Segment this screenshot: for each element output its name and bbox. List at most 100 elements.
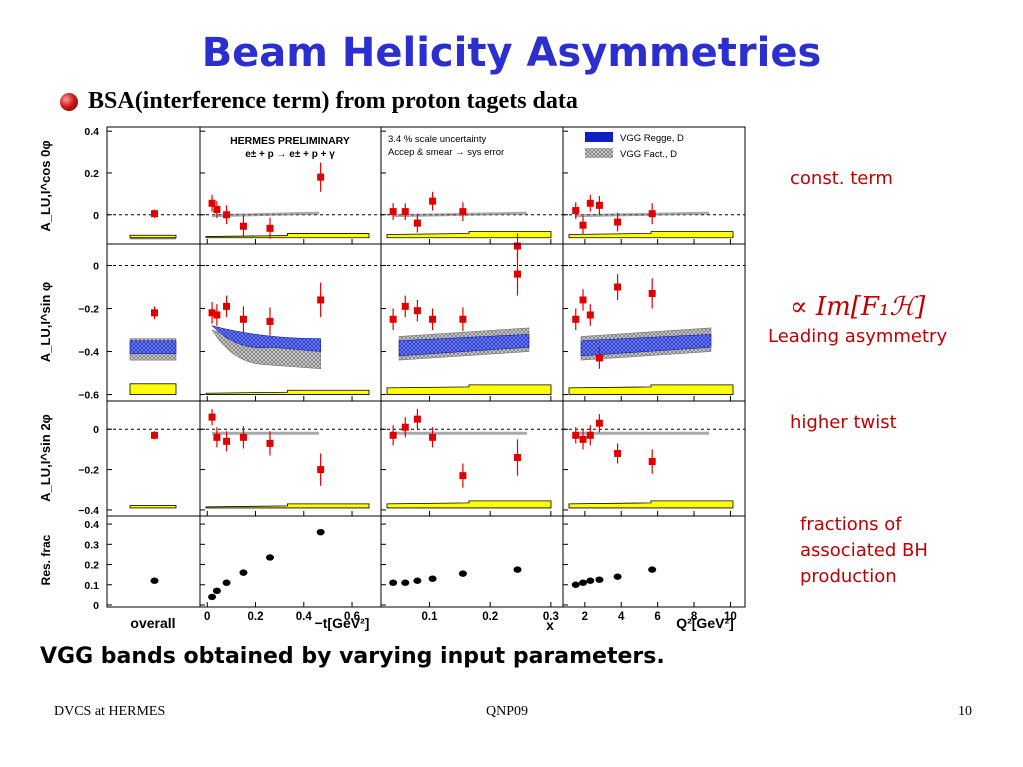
data-point <box>458 570 467 577</box>
x-axis-label-q2: Q²[GeV²] <box>676 615 734 631</box>
legend-label-regge: VGG Regge, D <box>620 133 684 144</box>
data-point <box>613 573 622 580</box>
sys-error-band <box>568 384 734 395</box>
data-point <box>213 206 221 214</box>
annotation-fractions-line-3: production <box>800 566 897 587</box>
data-point <box>614 283 622 291</box>
data-point <box>429 315 437 323</box>
vgg-model-curve <box>574 211 710 218</box>
y-tick-label: 0.4 <box>84 126 99 138</box>
data-point <box>459 315 467 323</box>
panel-frame <box>106 243 201 402</box>
annotation-fractions-line-1: fractions of <box>800 514 902 535</box>
data-point <box>223 437 231 445</box>
x-tick-label: 4 <box>618 611 625 623</box>
data-point <box>208 199 216 207</box>
panel-text-preliminary: HERMES PRELIMINARY <box>230 135 350 147</box>
y-tick-label: −0.6 <box>78 390 99 402</box>
bottom-note: VGG bands obtained by varying input para… <box>40 644 665 669</box>
data-point <box>265 554 274 561</box>
y-tick-label: −0.2 <box>78 304 99 316</box>
data-point <box>648 458 656 466</box>
data-point <box>223 211 231 219</box>
data-point <box>459 208 467 216</box>
data-point <box>223 302 231 310</box>
y-tick-label: 0 <box>93 424 99 436</box>
data-point <box>579 296 587 304</box>
y-tick-label: 0.1 <box>84 580 99 592</box>
panel-frame <box>380 243 564 402</box>
panel-frame <box>380 515 564 608</box>
annotation-leading-asymmetry: Leading asymmetry <box>768 326 948 347</box>
x-tick-label: 0.3 <box>543 611 559 623</box>
row-label: Res. frac <box>39 534 53 585</box>
data-point <box>401 579 410 586</box>
data-point <box>579 435 587 443</box>
data-point <box>514 453 521 461</box>
panel-text-scale-uncertainty: 3.4 % scale uncertainty <box>388 134 486 145</box>
panel-frame <box>562 515 746 608</box>
data-point <box>266 439 274 447</box>
y-tick-label: 0.2 <box>84 168 99 180</box>
data-point <box>514 270 521 278</box>
x-tick-label: 0 <box>204 611 210 623</box>
x-axis-label-t: −t[GeV²] <box>315 615 370 631</box>
data-point <box>389 579 398 586</box>
data-point <box>614 218 622 226</box>
sys-error-band <box>386 231 552 239</box>
y-tick-label: −0.4 <box>78 347 99 359</box>
data-point <box>571 581 580 588</box>
data-point <box>151 431 158 439</box>
annotation-higher-twist: higher twist <box>790 412 897 433</box>
bullet-icon <box>60 92 78 111</box>
data-point <box>208 413 216 421</box>
data-point <box>239 222 247 230</box>
legend-swatch-regge <box>585 132 613 142</box>
data-point <box>648 289 656 297</box>
slide-title: Beam Helicity Asymmetries <box>201 30 822 76</box>
legend-swatch-fact <box>585 148 613 158</box>
data-point <box>413 219 421 227</box>
data-point <box>586 311 594 319</box>
data-point <box>648 566 657 573</box>
data-point <box>213 311 221 319</box>
data-point <box>514 242 521 250</box>
x-tick-label: 0.4 <box>296 611 313 623</box>
data-point <box>614 449 622 457</box>
data-point <box>317 173 325 181</box>
sys-error-band <box>568 231 734 239</box>
y-tick-label: 0.3 <box>84 539 99 551</box>
data-point <box>595 576 604 583</box>
x-tick-label: 0.2 <box>482 611 498 623</box>
x-tick-label: 2 <box>582 611 588 623</box>
y-tick-label: 0.4 <box>84 519 99 531</box>
panel-frame <box>562 126 746 245</box>
data-point <box>317 296 325 304</box>
row-label: A_LU,I^sin 2φ <box>38 414 53 502</box>
vgg-regge-band <box>580 334 712 357</box>
panel-text-accep-smear: Accep & smear → sys error <box>388 147 504 158</box>
data-point <box>212 587 221 595</box>
slide-subtitle: BSA(interference term) from proton taget… <box>88 88 578 114</box>
sys-error-band <box>386 384 552 395</box>
data-point <box>572 431 580 439</box>
data-point <box>413 577 422 584</box>
panel-frame <box>199 400 382 517</box>
data-point <box>586 431 594 439</box>
x-tick-label: 8 <box>691 611 698 623</box>
data-point <box>413 415 421 423</box>
sys-error-band <box>205 389 370 395</box>
data-point <box>208 593 217 601</box>
data-point <box>413 307 421 315</box>
data-point <box>459 472 467 480</box>
annotation-fractions: fractions of associated BH production <box>800 512 928 590</box>
data-point <box>239 315 247 323</box>
footer-page-number: 10 <box>958 704 972 719</box>
data-point <box>317 466 325 474</box>
data-point <box>572 315 580 323</box>
data-point <box>213 433 221 441</box>
data-point <box>595 354 603 362</box>
y-tick-label: 0 <box>93 210 99 222</box>
x-tick-label: 0.6 <box>344 611 360 623</box>
